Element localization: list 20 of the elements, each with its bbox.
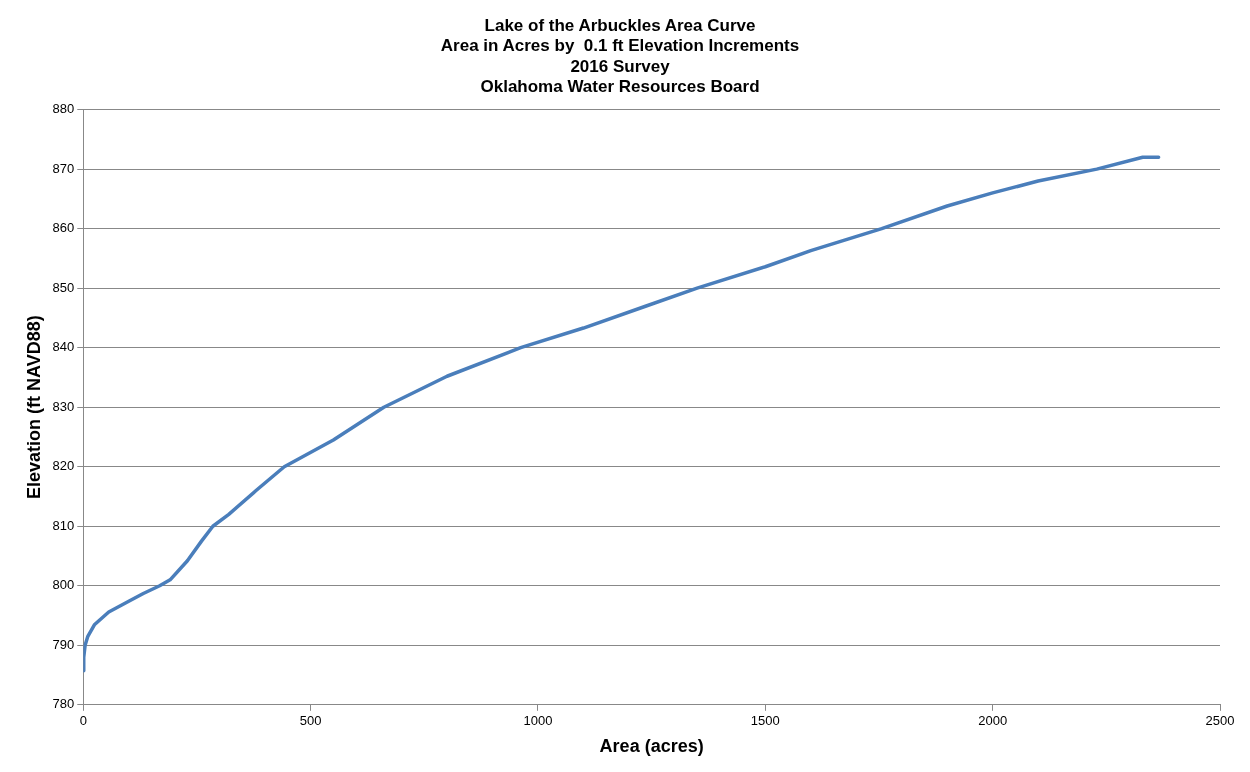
y-tick-label: 800 [52,577,75,593]
x-tick-label: 2500 [1205,713,1235,729]
y-axis-title: Elevation (ft NAVD88) [23,315,44,500]
x-tick-label: 0 [79,713,87,729]
y-tick-label: 870 [52,160,75,176]
y-tick-label: 810 [52,517,75,533]
y-tick-label: 780 [52,696,75,712]
y-tick-label: 790 [52,636,75,652]
y-tick-label: 820 [52,458,75,474]
y-tick-label: 880 [52,101,75,117]
y-tick-label: 860 [52,220,75,236]
chart-title: Lake of the Arbuckles Area Curve Area in Acres by 0.1 ft Elevation Increments 2016 Survey Oklahoma Water Resources Board [440,15,800,97]
y-tick-label: 830 [52,398,75,414]
x-tick-label: 500 [299,713,322,729]
y-tick-label: 850 [52,279,75,295]
x-tick-label: 1500 [750,713,780,729]
x-axis-title: Area (acres) [599,736,704,757]
x-tick-label: 2000 [978,713,1008,729]
y-tick-label: 840 [52,339,75,355]
x-tick-label: 1000 [523,713,553,729]
